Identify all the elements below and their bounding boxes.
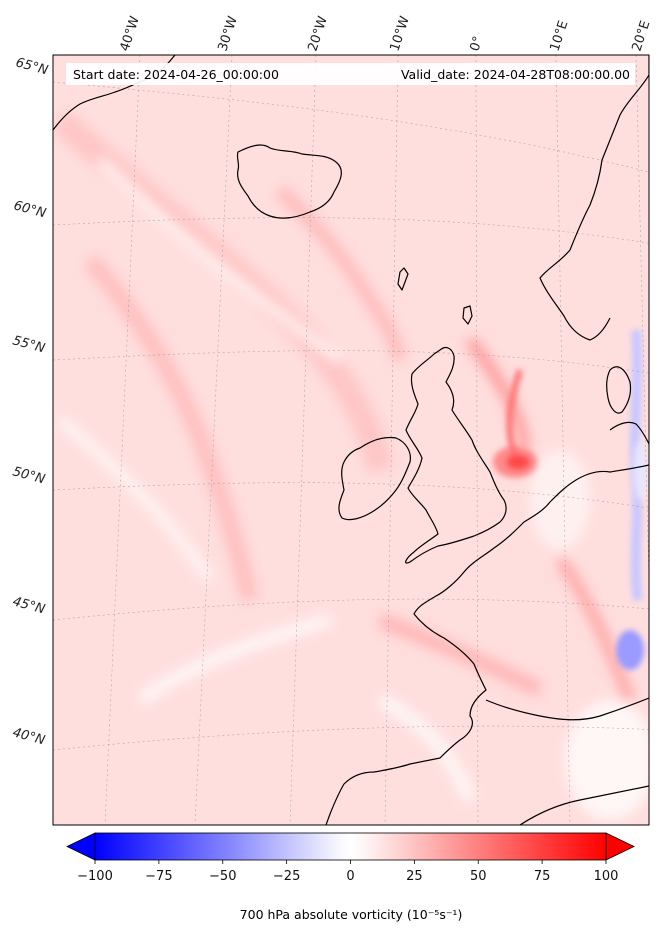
info-box: Start date: 2024-04-26_00:00:00 Valid_da… [66, 63, 635, 85]
lon-label: 10°W [388, 14, 413, 53]
weak-area [565, 700, 649, 820]
weak-band [56, 415, 215, 584]
colorbar-label: 700 hPa absolute vorticity (10⁻⁵s⁻¹) [240, 907, 463, 922]
colorbar-tick-label: −50 [209, 869, 236, 884]
weak-band [136, 613, 332, 706]
lat-label: 65°N [14, 55, 50, 78]
baltic-coast [609, 421, 649, 445]
positive-band [555, 556, 636, 703]
iberia-south-coast [485, 697, 649, 721]
colorbar-tick-label: −100 [77, 869, 113, 884]
colorbar-tick-label: 50 [470, 869, 487, 884]
negative-vorticity-areas [616, 329, 646, 670]
lat-label: 55°N [11, 333, 47, 356]
lat-label: 60°N [12, 198, 48, 221]
longitude-labels: 40°W 30°W 20°W 10°W 0° 10°E 20°E [118, 14, 654, 53]
weak-band [96, 156, 344, 364]
map-panel [53, 55, 649, 825]
colorbar-tick-label: −25 [273, 869, 300, 884]
positive-band [377, 612, 544, 698]
shetland-coast [397, 267, 409, 291]
colorbar-tick-label: 25 [406, 869, 423, 884]
faroe-coast [462, 305, 473, 325]
vortex-center [493, 369, 537, 478]
latitude-labels: 65°N 60°N 55°N 50°N 45°N 40°N [11, 55, 50, 748]
weak-area [530, 450, 590, 550]
lon-label: 30°W [216, 14, 241, 53]
lon-label: 10°E [548, 19, 572, 53]
colorbar-tick-label: 100 [594, 869, 619, 884]
lon-label: 20°W [306, 14, 331, 53]
valid-date-text: Valid_date: 2024-04-28T08:00:00.00 [401, 67, 630, 82]
colorbar-ticks: −100 −75 −50 −25 0 25 50 75 100 [77, 860, 618, 884]
colorbar-extend-low [66, 832, 96, 861]
weak-band [376, 693, 477, 803]
lon-label: 20°E [630, 19, 654, 53]
colorbar-extend-high [605, 832, 635, 861]
colorbar-body [94, 832, 607, 861]
great-britain-coast [405, 346, 507, 564]
lat-label: 45°N [11, 594, 47, 617]
continental-coast [325, 464, 649, 825]
denmark-coast [606, 366, 632, 414]
ireland-coast [338, 436, 411, 521]
coastlines [53, 55, 649, 825]
lat-label: 40°N [11, 725, 47, 748]
colorbar-tick-label: 75 [534, 869, 551, 884]
lon-label: 0° [468, 35, 487, 54]
iceland-coast [236, 144, 342, 219]
map-frame [52, 54, 650, 826]
north-africa-coast [519, 785, 649, 825]
positive-band [83, 254, 259, 603]
colorbar: −100 −75 −50 −25 0 25 50 75 100 700 hPa absolute… [66, 832, 635, 922]
positive-band [465, 336, 531, 451]
lat-label: 50°N [11, 464, 47, 487]
gridlines [53, 55, 649, 825]
vorticity-background-field [53, 55, 649, 825]
lon-label: 40°W [118, 14, 143, 53]
colorbar-tick-label: −75 [145, 869, 172, 884]
colorbar-tick-label: 0 [346, 869, 354, 884]
start-date-text: Start date: 2024-04-26_00:00:00 [73, 67, 279, 82]
vorticity-field [53, 110, 649, 820]
scandinavia-coast [539, 55, 649, 341]
